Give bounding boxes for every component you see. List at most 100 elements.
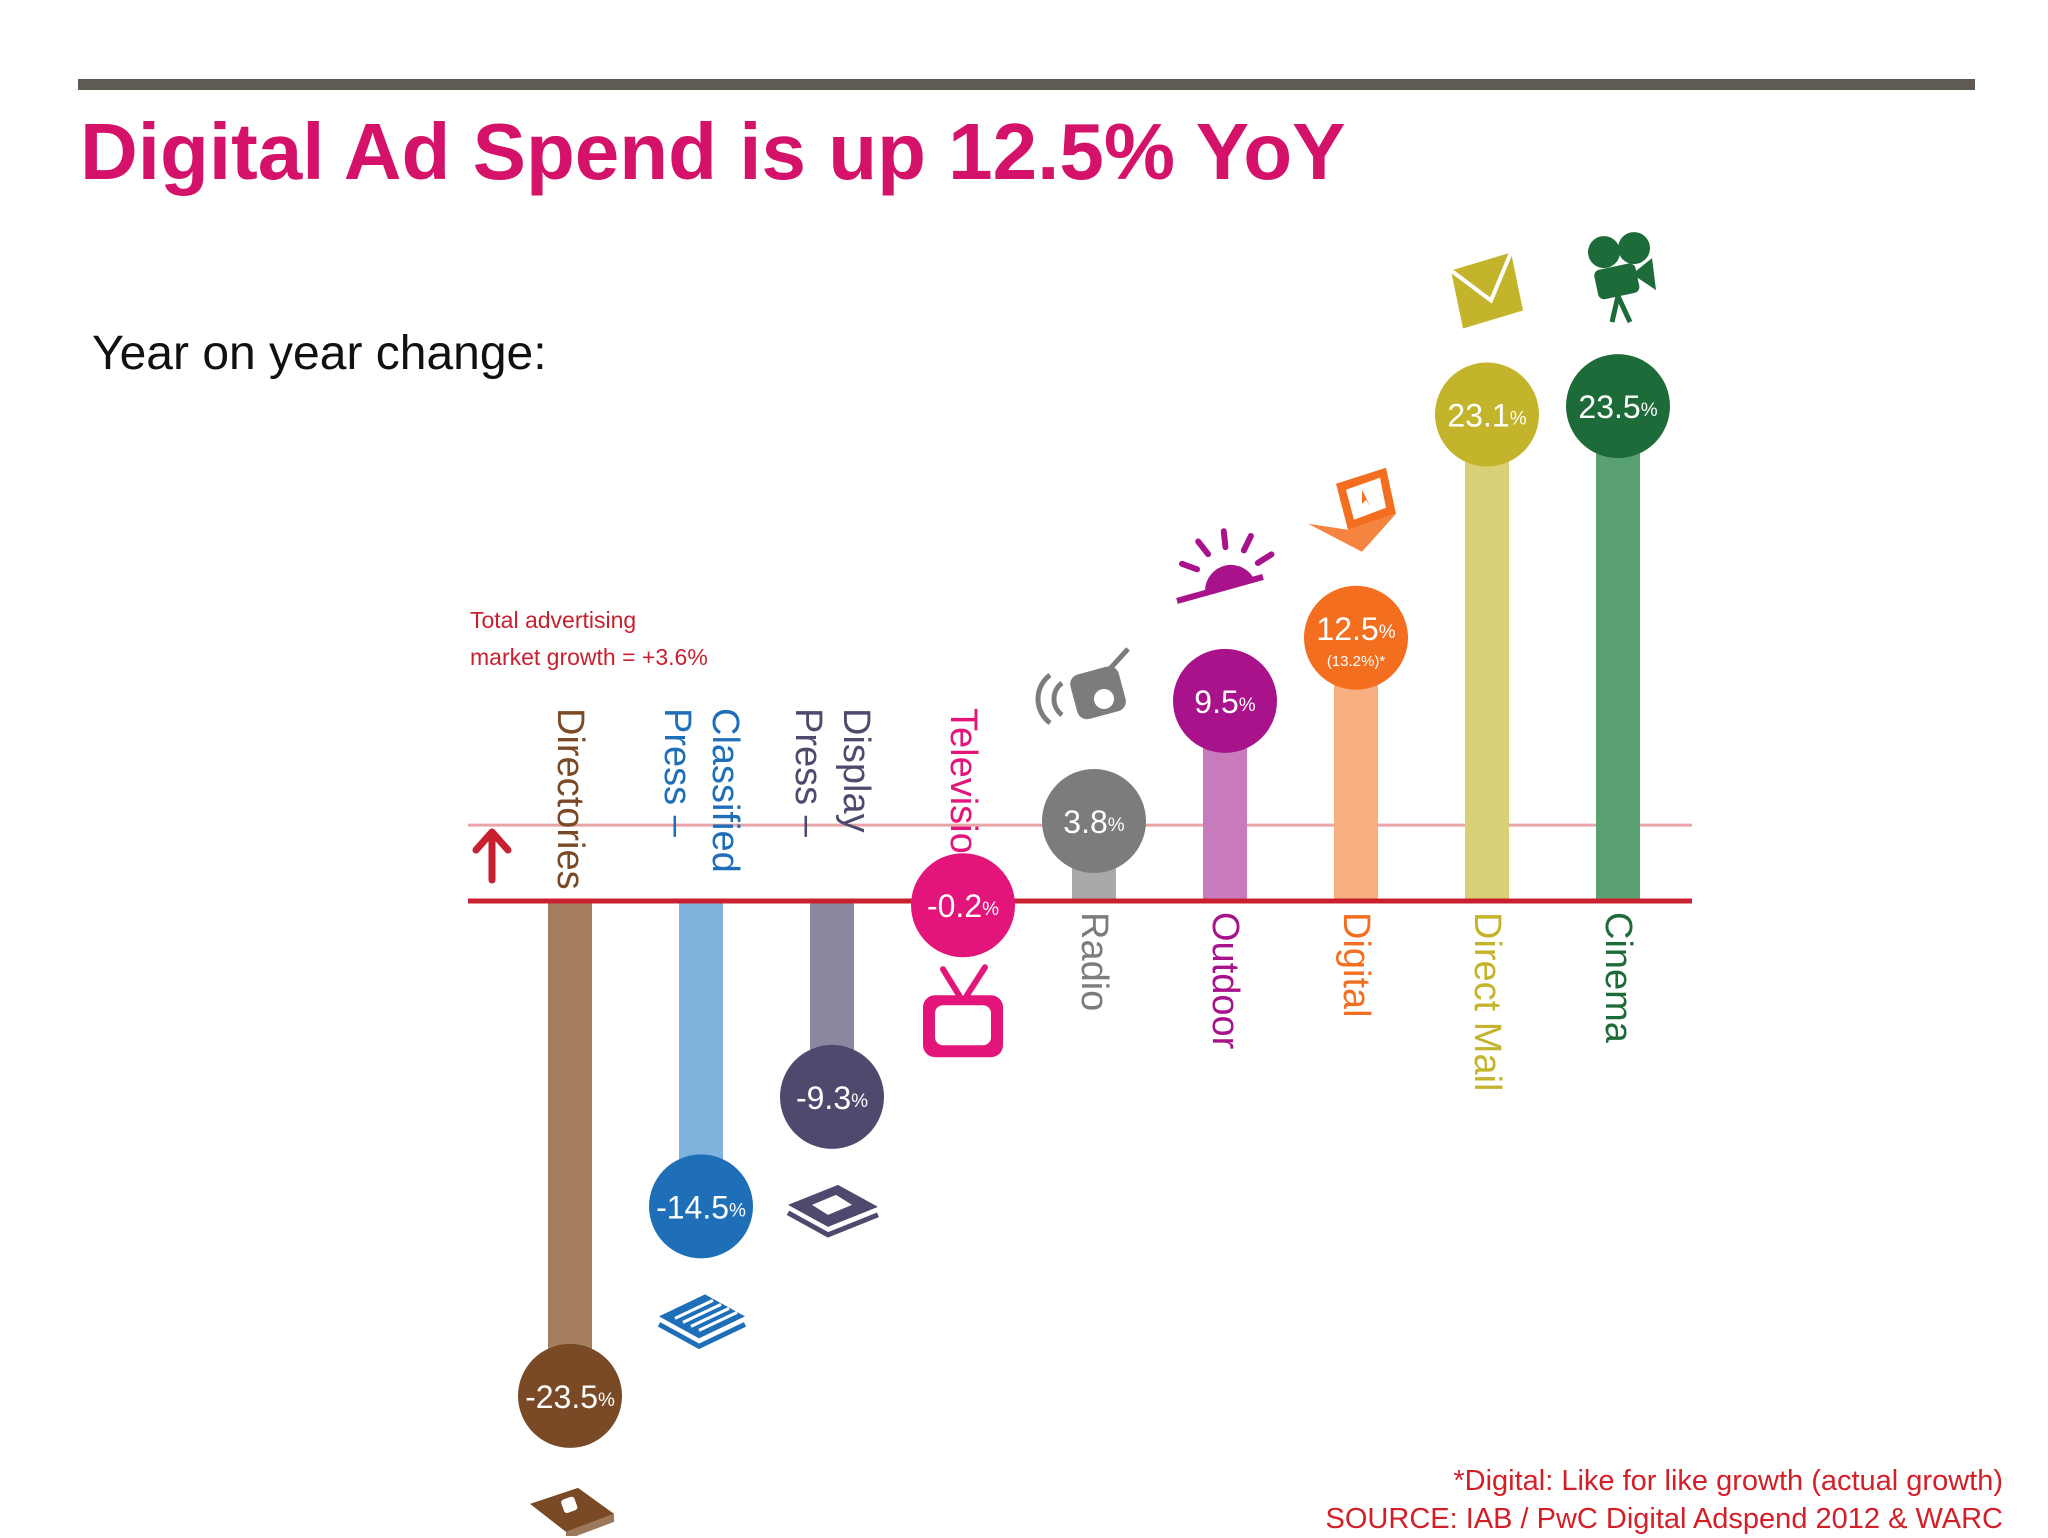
- radio-antenna: [1106, 647, 1130, 673]
- camera-reel-right: [1618, 232, 1650, 265]
- category-label-directories: Directories: [549, 708, 591, 890]
- data-bubble-television: -0.2%: [911, 853, 1015, 958]
- bubble-television: [911, 853, 1015, 958]
- television-icon: [923, 964, 1003, 1058]
- data-bubble-outdoor: 9.5%: [1173, 648, 1277, 753]
- percent-sign: %: [1239, 695, 1256, 716]
- sunrise-icon: [1176, 528, 1275, 604]
- footnote-source: SOURCE: IAB / PwC Digital Adspend 2012 &…: [1325, 1503, 2003, 1535]
- book-spine: [566, 1513, 614, 1536]
- data-bubble-direct-mail: 23.1%: [1435, 362, 1539, 467]
- percent-sign: %: [851, 1091, 868, 1112]
- up-arrow-icon: [472, 828, 512, 884]
- category-label-outdoor: Outdoor: [1204, 912, 1246, 1050]
- camera-tripod-leg: [1615, 295, 1633, 324]
- data-bubble-digital: 12.5% (13.2%)*: [1304, 585, 1408, 690]
- bubble-press-classified: [649, 1154, 753, 1259]
- sun-ray: [1240, 532, 1254, 554]
- category-label-line: Classified: [704, 708, 746, 873]
- bubble-digital: [1304, 585, 1408, 690]
- category-label-line: Display: [835, 708, 877, 833]
- laptop-base: [1308, 513, 1396, 552]
- category-label-radio: Radio: [1073, 912, 1115, 1011]
- envelope-flap: [1449, 251, 1513, 304]
- radio-wave-inner: [1051, 680, 1064, 717]
- category-label-line: Cinema: [1597, 912, 1639, 1044]
- chart-subtitle: Year on year change:: [92, 327, 547, 380]
- camera-lens: [1632, 258, 1656, 291]
- category-label-line: Outdoor: [1204, 912, 1246, 1050]
- sun-ray: [1195, 538, 1212, 558]
- laptop-cursor: [1362, 489, 1370, 506]
- magazine-edge: [786, 1210, 879, 1238]
- paper-text-line: [690, 1307, 730, 1328]
- tv-antenna-right: [964, 964, 988, 999]
- category-label-line: Press –: [656, 708, 698, 838]
- film-camera-icon: [1588, 232, 1656, 324]
- labels-layer: Directories Press – Classified Press – Displ…: [549, 708, 1639, 1091]
- top-rule: [78, 79, 1975, 90]
- category-label-line: Television: [942, 708, 984, 875]
- percent-sign: %: [1510, 409, 1527, 430]
- annotation-line1: Total advertising: [470, 607, 636, 633]
- paper-text-line: [674, 1299, 714, 1320]
- category-label-television: Television: [942, 708, 984, 875]
- magazine-icon: [786, 1184, 879, 1238]
- category-label-press-display: Press – Display: [787, 708, 877, 838]
- paper-sheet: [659, 1294, 745, 1339]
- bar-direct-mail: [1465, 414, 1509, 901]
- tv-screen: [935, 1005, 991, 1046]
- percent-sign: %: [729, 1200, 746, 1221]
- bubble-radio: [1042, 768, 1146, 873]
- tv-antenna-left: [940, 966, 962, 999]
- camera-body: [1594, 263, 1640, 300]
- bubble-outdoor: [1173, 648, 1277, 753]
- data-bubble-press-classified: -14.5%: [649, 1154, 753, 1259]
- sun-half: [1205, 564, 1255, 591]
- category-label-line: Press –: [787, 708, 829, 838]
- bubble-press-display: [780, 1044, 884, 1149]
- sun-ray: [1179, 560, 1201, 573]
- category-label-direct-mail: Direct Mail: [1466, 912, 1508, 1091]
- horizon-line: [1176, 574, 1264, 604]
- page-title: Digital Ad Spend is up 12.5% YoY: [80, 107, 1346, 196]
- category-label-press-classified: Press – Classified: [656, 708, 746, 873]
- bubble-cinema: [1566, 354, 1670, 459]
- percent-sign: %: [598, 1390, 615, 1411]
- envelope-icon: [1449, 251, 1523, 329]
- category-label-cinema: Cinema: [1597, 912, 1639, 1044]
- percent-sign: %: [1108, 815, 1125, 836]
- paper-text-line: [682, 1303, 722, 1324]
- percent-sign: %: [1379, 622, 1396, 643]
- data-bubble-press-display: -9.3%: [780, 1044, 884, 1149]
- radio-icon: [1035, 647, 1130, 725]
- bubble-direct-mail: [1435, 362, 1539, 467]
- radio-wave-outer: [1035, 672, 1052, 725]
- radio-speaker: [1094, 688, 1114, 709]
- digital-actual-growth-label: (13.2%)*: [1327, 653, 1386, 670]
- footnote-digital-note: *Digital: Like for like growth (actual g…: [1453, 1465, 2003, 1497]
- up-arrow-head: [472, 828, 512, 854]
- newspaper-icon: [657, 1294, 747, 1350]
- footnote: *Digital: Like for like growth (actual g…: [1326, 1462, 2003, 1538]
- icons-layer: [530, 232, 1656, 1536]
- annotation-line2: market growth = +3.6%: [470, 644, 708, 670]
- value-label-digital: 12.5%: [1316, 611, 1395, 647]
- camera-reel-left: [1588, 236, 1620, 269]
- phone-glyph: [561, 1496, 578, 1513]
- category-label-line: Radio: [1073, 912, 1115, 1011]
- paper-text-line: [698, 1311, 738, 1332]
- phone-book-icon: [530, 1487, 614, 1536]
- reference-layer: Total advertising market growth = +3.6%: [468, 607, 1692, 884]
- bubbles-layer: -23.5% -14.5% -9.3% -0.2% 3.8% 9.5% 12.5% (13.2…: [518, 354, 1670, 1448]
- sun-ray: [1254, 551, 1275, 566]
- laptop-icon: [1308, 467, 1396, 552]
- envelope-body: [1451, 252, 1523, 329]
- data-bubble-directories: -23.5%: [518, 1343, 622, 1448]
- bar-directories: [548, 901, 592, 1396]
- bubble-directories: [518, 1343, 622, 1448]
- percent-sign: %: [982, 899, 999, 920]
- sun-ray: [1220, 528, 1229, 551]
- paper-edge: [657, 1322, 747, 1350]
